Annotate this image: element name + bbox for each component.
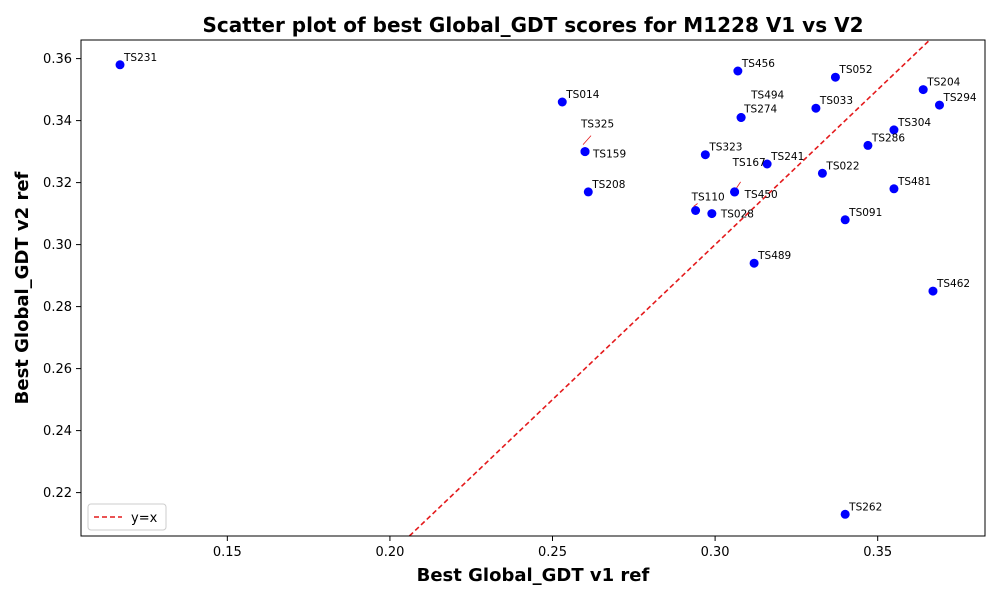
leader-line-ts110 xyxy=(693,203,698,207)
point-label-ts028: TS028 xyxy=(720,209,754,221)
legend: y=x xyxy=(87,503,167,531)
point-ts274 xyxy=(736,113,746,122)
point-ts204 xyxy=(918,85,928,95)
point-ts481 xyxy=(889,184,899,194)
legend-entry-yx: y=x xyxy=(131,511,158,526)
y-axis-ticks: 0.22 0.24 0.26 0.28 0.30 0.32 0.34 0.36 xyxy=(43,52,81,501)
point-label-ts033: TS033 xyxy=(819,95,853,107)
point-ts231 xyxy=(115,60,125,70)
point-label-ts294: TS294 xyxy=(942,92,976,104)
x-axis-label: Best Global_GDT v1 ref xyxy=(417,565,650,586)
x-tick-label: 0.20 xyxy=(375,545,404,560)
points-layer xyxy=(115,60,944,519)
y-tick-label: 0.34 xyxy=(43,114,72,129)
point-label-ts110: TS110 xyxy=(691,192,725,204)
point-label-ts274: TS274 xyxy=(743,104,777,116)
point-ts294 xyxy=(934,100,944,110)
point-ts052 xyxy=(830,72,840,82)
point-ts091 xyxy=(840,215,850,225)
point-ts304 xyxy=(889,125,899,135)
point-ts022 xyxy=(817,168,827,178)
point-label-ts450: TS450 xyxy=(744,189,778,201)
point-ts110 xyxy=(691,206,701,215)
leader-line-ts325 xyxy=(582,135,592,145)
point-label-ts052: TS052 xyxy=(838,64,872,76)
y-tick-label: 0.28 xyxy=(43,300,72,315)
point-label-ts091: TS091 xyxy=(848,207,882,219)
x-tick-label: 0.15 xyxy=(213,545,242,560)
point-label-ts262: TS262 xyxy=(848,501,882,513)
legend-box xyxy=(87,503,167,531)
point-label-ts456: TS456 xyxy=(741,58,775,70)
point-ts323 xyxy=(700,150,710,160)
point-ts241 xyxy=(762,159,772,169)
x-tick-label: 0.25 xyxy=(538,545,567,560)
y-tick-label: 0.24 xyxy=(43,424,72,439)
y-axis-label: Best Global_GDT v2 ref xyxy=(12,171,33,404)
point-ts159 xyxy=(580,147,590,157)
y-tick-label: 0.32 xyxy=(43,176,72,191)
point-ts462 xyxy=(928,286,938,296)
y-tick-label: 0.26 xyxy=(43,362,72,377)
y-tick-label: 0.30 xyxy=(43,238,72,253)
y-tick-label: 0.22 xyxy=(43,486,72,501)
x-axis-ticks: 0.15 0.20 0.25 0.30 0.35 xyxy=(213,536,892,560)
point-label-ts231: TS231 xyxy=(123,52,157,64)
point-label-ts286: TS286 xyxy=(871,132,905,144)
point-label-ts167: TS167 xyxy=(732,157,766,169)
point-ts033 xyxy=(811,103,821,113)
point-label-ts462: TS462 xyxy=(936,278,970,290)
plot-frame xyxy=(80,39,986,537)
point-label-ts241: TS241 xyxy=(770,151,804,163)
plot-area xyxy=(81,40,985,536)
point-label-ts325: TS325 xyxy=(580,119,614,131)
y-tick-label: 0.36 xyxy=(43,52,72,67)
point-label-ts159: TS159 xyxy=(592,149,626,161)
point-label-ts494: TS494 xyxy=(750,90,784,102)
leader-line-ts167 xyxy=(736,181,741,189)
point-ts450 xyxy=(730,187,740,197)
point-label-ts022: TS022 xyxy=(825,160,859,172)
point-label-ts014: TS014 xyxy=(565,89,599,101)
point-ts286 xyxy=(863,140,873,150)
point-label-ts481: TS481 xyxy=(897,176,931,188)
point-label-ts489: TS489 xyxy=(757,250,791,262)
point-labels-layer: TS231 TS014 TS325 TS159 TS208 TS110 TS028 TS323… xyxy=(123,52,977,513)
point-ts456 xyxy=(733,66,743,76)
point-ts208 xyxy=(583,187,593,197)
point-ts028 xyxy=(707,209,717,219)
point-ts262 xyxy=(840,509,850,519)
chart-title: Scatter plot of best Global_GDT scores f… xyxy=(203,13,864,37)
point-label-ts208: TS208 xyxy=(591,179,625,191)
point-label-ts204: TS204 xyxy=(926,77,960,89)
x-tick-label: 0.30 xyxy=(701,545,730,560)
point-ts489 xyxy=(749,258,759,268)
point-ts014 xyxy=(557,97,567,107)
point-label-ts304: TS304 xyxy=(897,117,931,129)
point-label-ts323: TS323 xyxy=(708,142,742,154)
x-tick-label: 0.35 xyxy=(863,545,892,560)
